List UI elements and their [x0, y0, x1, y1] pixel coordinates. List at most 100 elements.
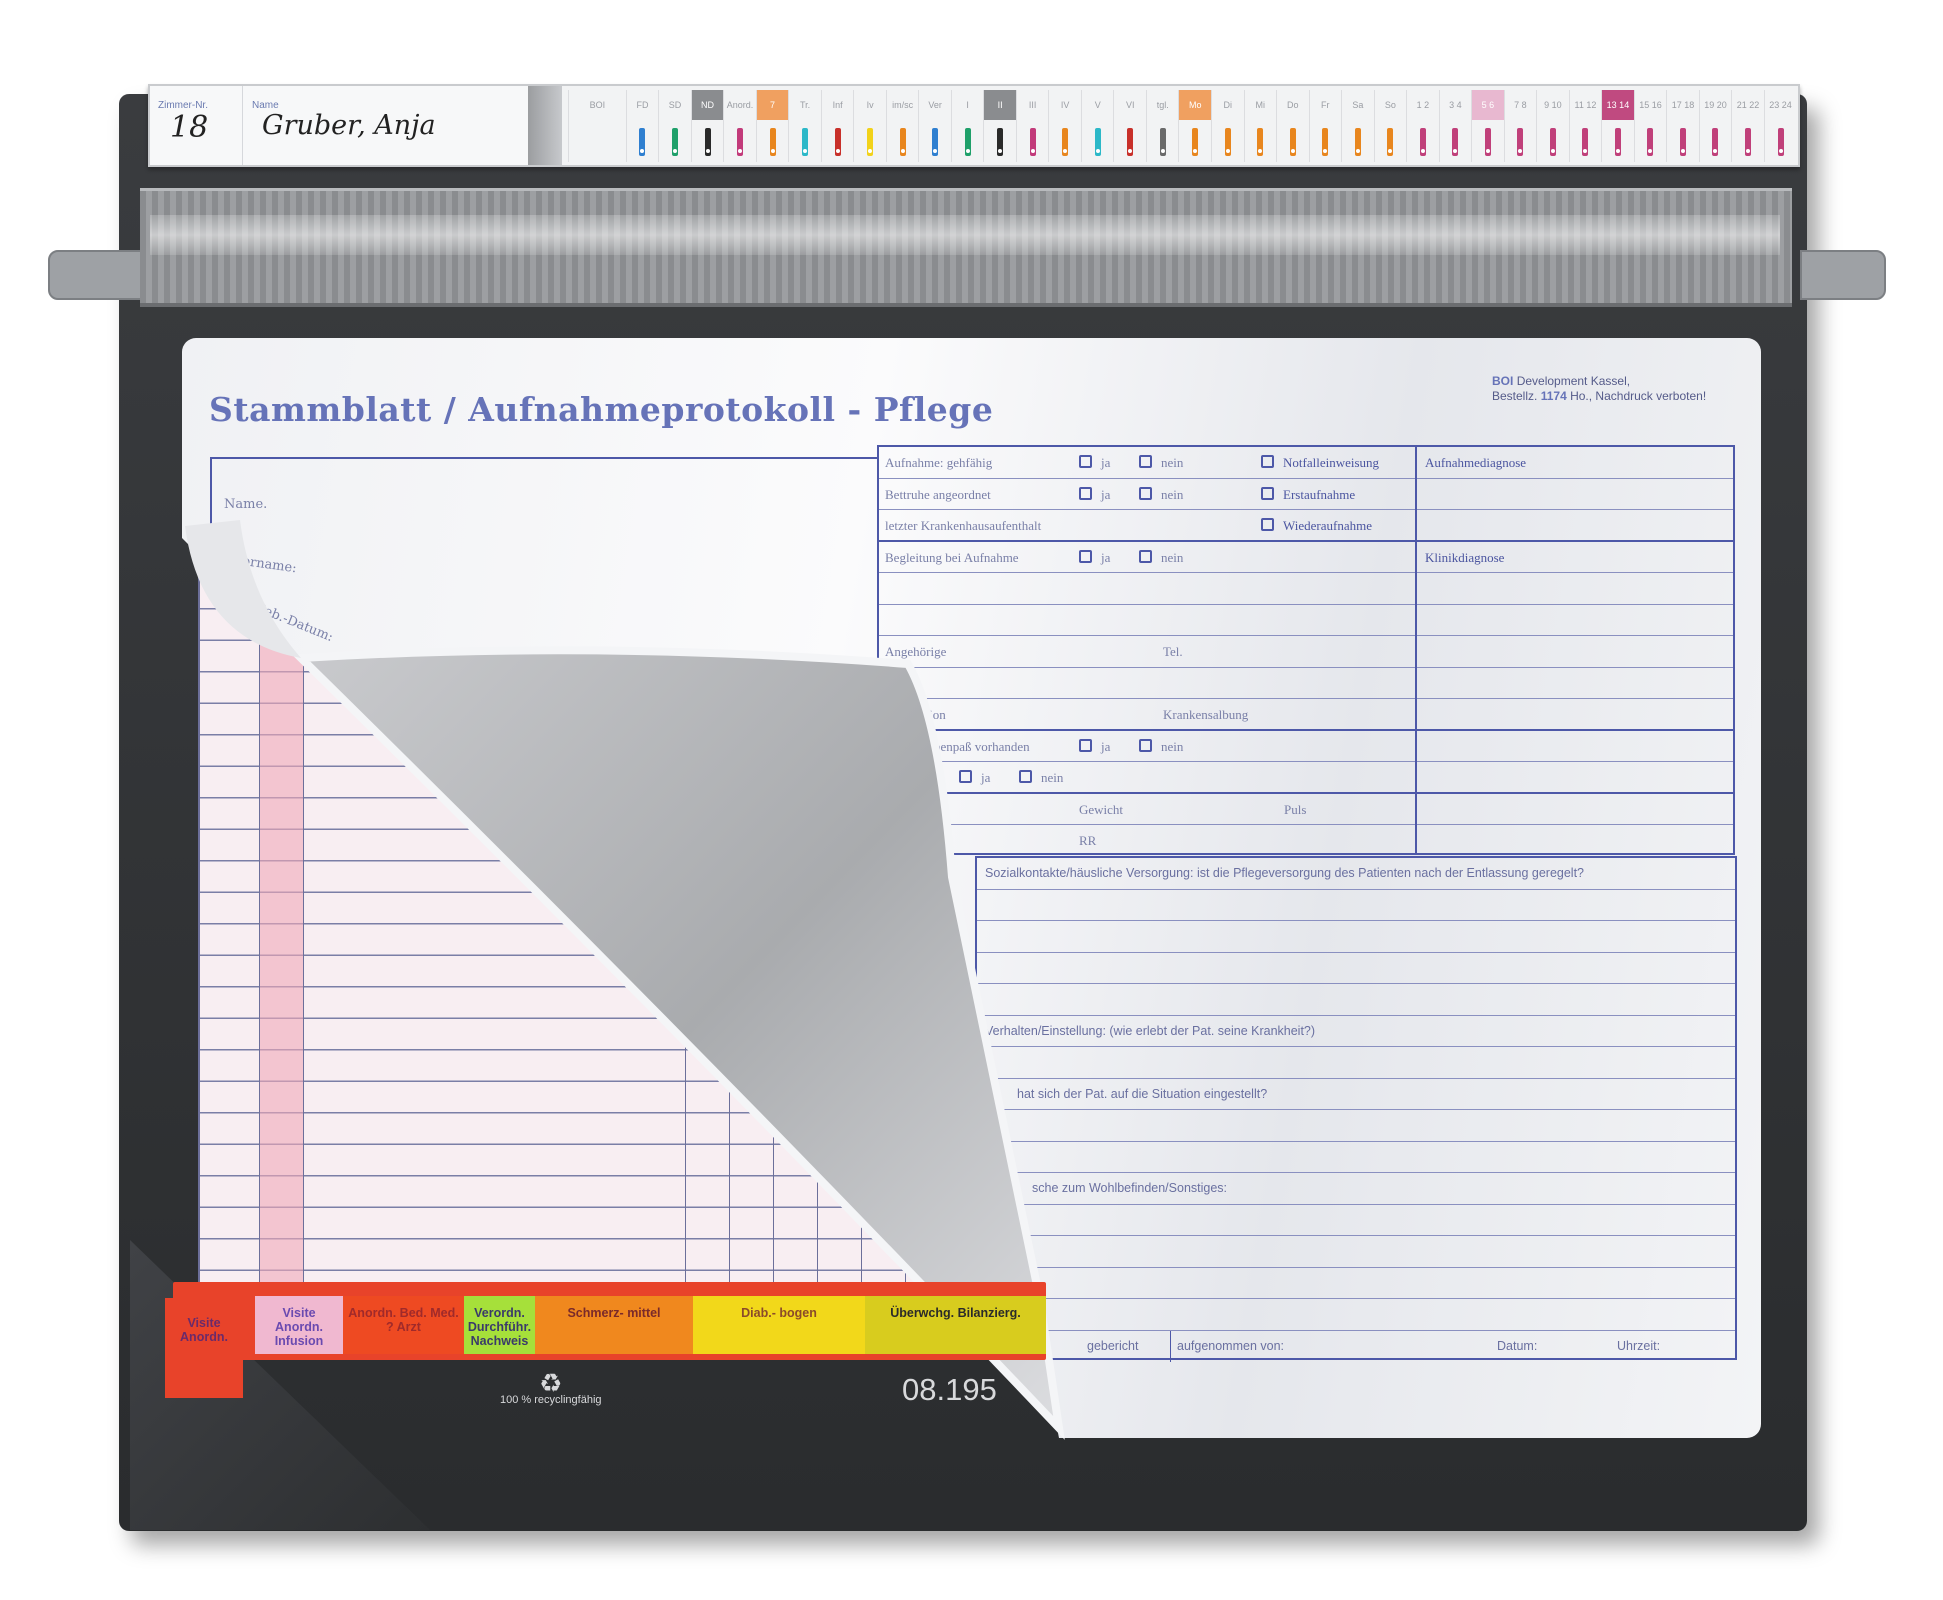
ja-label: ja [1101, 738, 1111, 754]
article-number: 08.195 [902, 1372, 997, 1407]
signal-rider[interactable] [1517, 128, 1524, 156]
signal-rider[interactable] [1679, 128, 1686, 156]
signal-rider[interactable] [1094, 128, 1101, 156]
signal-rider[interactable] [1192, 128, 1199, 156]
checkbox-nein[interactable] [1139, 738, 1152, 752]
signal-rider[interactable] [1062, 128, 1069, 156]
signal-rider[interactable] [802, 128, 809, 156]
form-row: aturRR [879, 825, 1733, 857]
footer-divider [1170, 1330, 1171, 1362]
signal-rider[interactable] [997, 128, 1004, 156]
register-tab[interactable]: Visite Anordn. [165, 1298, 243, 1398]
register-tab-label: Überwchg. Bilanzierg. [890, 1306, 1021, 1320]
signal-column-label: 19 20 [1704, 100, 1727, 110]
signal-column: 3 4 [1438, 90, 1472, 162]
checkbox-nein[interactable] [1139, 549, 1152, 563]
signal-rider[interactable] [639, 128, 646, 156]
signal-column-label: 11 12 [1574, 100, 1597, 110]
signal-column: 1 2 [1406, 90, 1439, 162]
signal-rider[interactable] [1387, 128, 1394, 156]
signal-rider[interactable] [1712, 128, 1719, 156]
form-row: letzter Krankenhausaufenthalt Wiederaufna… [879, 510, 1733, 542]
register-tab[interactable]: Verordn. Durchführ. Nachweis [464, 1296, 535, 1354]
register-tab-label: Anordn. Bed. Med. ? Arzt [348, 1306, 459, 1334]
signal-rider[interactable] [1322, 128, 1329, 156]
signal-rider[interactable] [671, 128, 678, 156]
signal-rider[interactable] [704, 128, 711, 156]
form-row: uppenpaß vorhanden ja nein [879, 731, 1733, 762]
under-sheet-table [198, 576, 952, 1290]
form-row [879, 605, 1733, 636]
signal-column-label: 5 6 [1472, 90, 1504, 120]
vorname-field-label: Vorname: [233, 552, 298, 577]
nein-label: nein [1161, 486, 1184, 502]
signal-rider[interactable] [1484, 128, 1491, 156]
row-label: uppenpaß vorhanden [921, 738, 1030, 754]
signal-rider[interactable] [737, 128, 744, 156]
publisher-logo: BOI [1492, 374, 1514, 388]
signal-rider[interactable] [1647, 128, 1654, 156]
signal-rider[interactable] [1127, 128, 1134, 156]
name-field-label: Name. [224, 497, 268, 512]
notes-label: sche zum Wohlbefinden/Sonstiges: [1032, 1181, 1228, 1195]
signal-column: III [1015, 90, 1049, 162]
checkbox-ja[interactable] [1079, 455, 1092, 468]
register-tab[interactable]: Schmerz- mittel [535, 1296, 693, 1354]
signal-rider[interactable] [899, 128, 906, 156]
checkbox-nein[interactable] [1019, 770, 1032, 783]
checkbox-ja[interactable] [1079, 486, 1092, 500]
copyright-note: Ho., Nachdruck verboten! [1570, 389, 1707, 403]
signal-column: Inf [820, 90, 854, 162]
weight-label: Gewicht [1079, 801, 1124, 817]
checkbox-ja[interactable] [1079, 738, 1092, 752]
register-tab[interactable]: Diab.- bogen [693, 1296, 865, 1354]
signal-column-label: 3 4 [1449, 100, 1462, 110]
signal-column-label: Mo [1179, 90, 1211, 120]
pulse-label: Puls [1284, 801, 1307, 817]
signal-rider[interactable] [1549, 128, 1556, 156]
admission-details-table: Aufnahme: gehfähig ja nein Notfalleinweisun… [877, 445, 1735, 855]
signal-column-label: 7 8 [1514, 100, 1527, 110]
checkbox-wiederaufnahme[interactable] [1261, 518, 1274, 531]
signal-rider[interactable] [1419, 128, 1426, 156]
signal-column-label: tgl. [1156, 100, 1169, 110]
checkbox-erstaufnahme[interactable] [1261, 486, 1274, 500]
signal-rider[interactable] [834, 128, 841, 156]
signal-column: 9 10 [1536, 90, 1569, 162]
signal-rider[interactable] [1159, 128, 1166, 156]
signal-rider[interactable] [1777, 128, 1784, 156]
form-row: Bettruhe angeordnet ja nein Erstaufnahme [879, 479, 1733, 510]
signal-rider[interactable] [1582, 128, 1589, 156]
under-sheet-column-line [729, 578, 730, 1288]
signal-column: IV [1048, 90, 1081, 162]
checkbox-nein[interactable] [1139, 455, 1152, 468]
signal-rider[interactable] [1452, 128, 1459, 156]
checkbox-ja[interactable] [959, 770, 972, 783]
register-tab[interactable]: Überwchg. Bilanzierg. [865, 1296, 1046, 1354]
notes-row: hat sich der Pat. auf die Situation eing… [977, 1079, 1735, 1110]
checkbox-notfall[interactable] [1261, 455, 1274, 468]
signal-rider[interactable] [1614, 128, 1621, 156]
publisher-note: BOI Development Kassel, Bestellz. 1174 H… [1492, 374, 1706, 404]
signal-rider[interactable] [1029, 128, 1036, 156]
signal-rider[interactable] [867, 128, 874, 156]
signal-column: ND [690, 90, 724, 162]
register-tab[interactable]: Anordn. Bed. Med. ? Arzt [343, 1296, 464, 1354]
signal-rider[interactable] [1224, 128, 1231, 156]
signal-rider[interactable] [964, 128, 971, 156]
signal-column-label: V [1094, 100, 1101, 110]
signal-rider[interactable] [769, 128, 776, 156]
checkbox-nein[interactable] [1139, 486, 1152, 500]
signal-column: 15 16 [1633, 90, 1667, 162]
signal-rider[interactable] [1257, 128, 1264, 156]
register-tab[interactable]: Visite Anordn. Infusion [255, 1296, 343, 1354]
form-row [879, 573, 1733, 605]
signal-column-label: Fr [1321, 100, 1330, 110]
room-label: Zimmer-Nr. [158, 100, 208, 111]
signal-column: Do [1276, 90, 1309, 162]
signal-rider[interactable] [1354, 128, 1361, 156]
signal-rider[interactable] [1289, 128, 1296, 156]
signal-rider[interactable] [1745, 128, 1751, 156]
checkbox-ja[interactable] [1079, 549, 1092, 563]
signal-rider[interactable] [932, 128, 939, 156]
